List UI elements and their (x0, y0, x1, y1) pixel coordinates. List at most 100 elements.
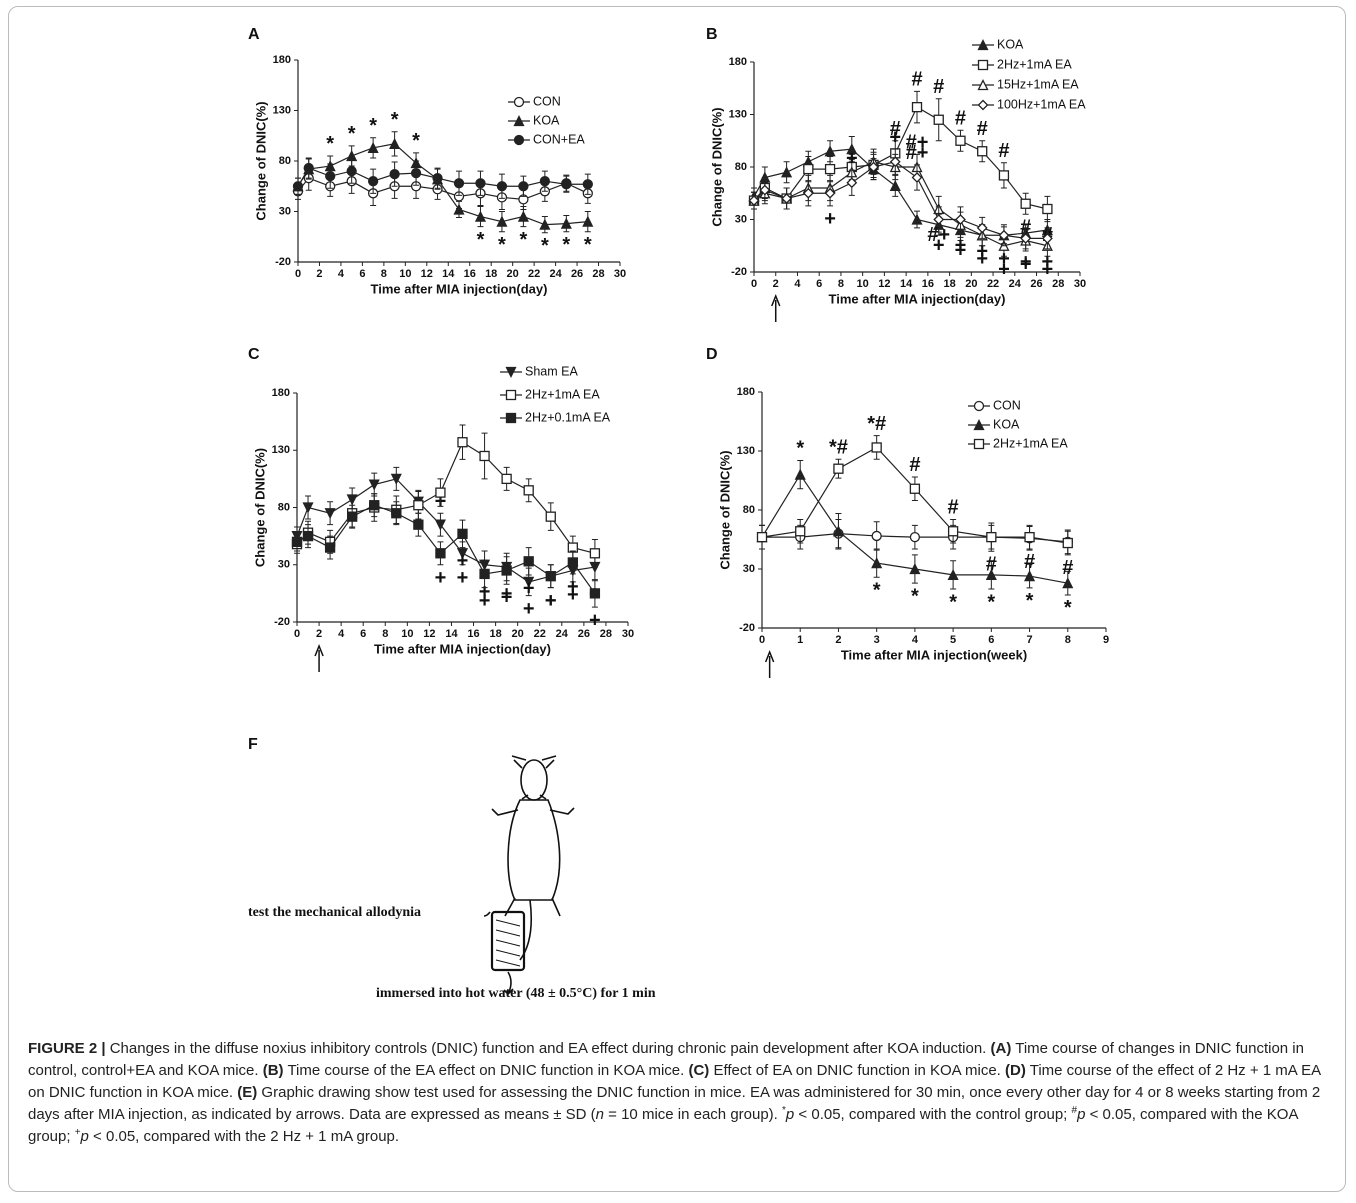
legend-marker (515, 98, 524, 107)
significance-mark: * (796, 438, 804, 460)
marker (370, 501, 379, 510)
y-tick-label: 80 (735, 161, 747, 173)
marker (910, 484, 919, 493)
figure: F test the mechanical allodynia immersed… (0, 0, 1356, 1030)
x-tick-label: 5 (950, 634, 956, 646)
marker (519, 182, 528, 191)
legend-label: 100Hz+1mA EA (997, 97, 1086, 111)
marker (502, 566, 511, 575)
marker (826, 165, 835, 174)
significance-mark: # (1062, 557, 1073, 579)
marker (891, 157, 900, 166)
significance-mark: + (435, 567, 447, 589)
y-tick-label: 130 (729, 108, 747, 120)
marker (326, 543, 335, 552)
x-tick-label: 30 (1074, 278, 1086, 290)
marker (480, 569, 489, 578)
marker (934, 115, 943, 124)
legend-label: 2Hz+0.1mA EA (525, 410, 611, 424)
marker (978, 147, 987, 156)
panel-letter: B (706, 26, 718, 43)
rat-drawing (484, 756, 574, 994)
y-tick-label: 80 (279, 155, 291, 167)
significance-mark: # (1024, 551, 1035, 573)
marker (1025, 533, 1034, 542)
significance-mark: *# (829, 437, 848, 459)
x-tick-label: 4 (338, 628, 345, 640)
panel-letter: A (248, 26, 260, 43)
x-tick-label: 8 (838, 278, 844, 290)
y-axis-label: Change of DNIC(%) (717, 450, 732, 569)
legend-label: KOA (993, 417, 1020, 431)
caption-text: Changes in the diffuse noxius inhibitory… (106, 1040, 991, 1057)
x-tick-label: 16 (464, 268, 476, 280)
y-tick-label: -20 (739, 622, 755, 634)
significance-mark: # (955, 108, 966, 130)
significance-mark: * (584, 234, 592, 256)
marker (834, 464, 843, 473)
marker (392, 509, 401, 518)
significance-mark: + (545, 590, 557, 612)
significance-mark: + (523, 598, 535, 620)
y-tick-label: 130 (273, 104, 291, 116)
marker (540, 177, 549, 186)
marker (412, 169, 421, 178)
marker (436, 488, 445, 497)
legend-label: 2Hz+1mA EA (997, 57, 1072, 71)
marker (369, 177, 378, 186)
page: F test the mechanical allodynia immersed… (0, 0, 1356, 1203)
arrow (315, 646, 323, 672)
caption-text: (D) (1005, 1062, 1026, 1079)
caption-text: Effect of EA on DNIC function in KOA mic… (709, 1062, 1005, 1079)
annotation-label: test the mechanical allodynia (248, 905, 421, 920)
significance-mark: * (498, 234, 506, 256)
marker (348, 512, 357, 521)
x-tick-label: 2 (316, 268, 322, 280)
significance-mark: # (911, 69, 922, 91)
legend-label: KOA (997, 37, 1024, 51)
marker (414, 501, 423, 510)
y-tick-label: 130 (737, 445, 755, 457)
marker (519, 212, 528, 221)
x-tick-label: 1 (797, 634, 803, 646)
x-tick-label: 4 (912, 634, 919, 646)
marker (455, 179, 464, 188)
marker (796, 527, 805, 536)
marker (796, 470, 805, 479)
x-tick-label: 8 (381, 268, 387, 280)
significance-mark: + (457, 550, 469, 572)
x-tick-label: 24 (1009, 278, 1022, 290)
y-tick-label: 130 (272, 444, 290, 456)
caption-text: (E) (237, 1084, 257, 1101)
x-tick-label: 8 (382, 628, 388, 640)
x-tick-label: 30 (614, 268, 626, 280)
significance-mark: + (523, 577, 535, 599)
caption-text: (A) (991, 1040, 1012, 1057)
y-tick-label: 180 (737, 386, 755, 398)
y-axis-label: Change of DNIC(%) (253, 101, 268, 220)
x-tick-label: 14 (445, 628, 458, 640)
y-tick-label: -20 (731, 266, 747, 278)
marker (847, 178, 856, 187)
marker (872, 443, 881, 452)
significance-mark: * (949, 591, 957, 613)
marker (1043, 205, 1052, 214)
x-tick-label: 12 (421, 268, 433, 280)
legend-label: CON (993, 398, 1021, 412)
significance-mark: + (1042, 251, 1054, 273)
marker (590, 549, 599, 558)
x-tick-label: 28 (1052, 278, 1064, 290)
caption-text: < 0.05, compared with the 2 Hz + 1 mA gr… (89, 1128, 399, 1145)
x-tick-label: 18 (485, 268, 497, 280)
legend-label: CON+EA (533, 132, 585, 146)
marker (436, 549, 445, 558)
significance-mark: # (933, 76, 944, 98)
x-tick-label: 2 (773, 278, 779, 290)
marker (1063, 539, 1072, 548)
marker (978, 223, 987, 232)
x-tick-label: 8 (1065, 634, 1071, 646)
significance-mark: * (477, 229, 485, 251)
marker (497, 217, 506, 226)
marker (956, 136, 965, 145)
x-tick-label: 28 (592, 268, 604, 280)
